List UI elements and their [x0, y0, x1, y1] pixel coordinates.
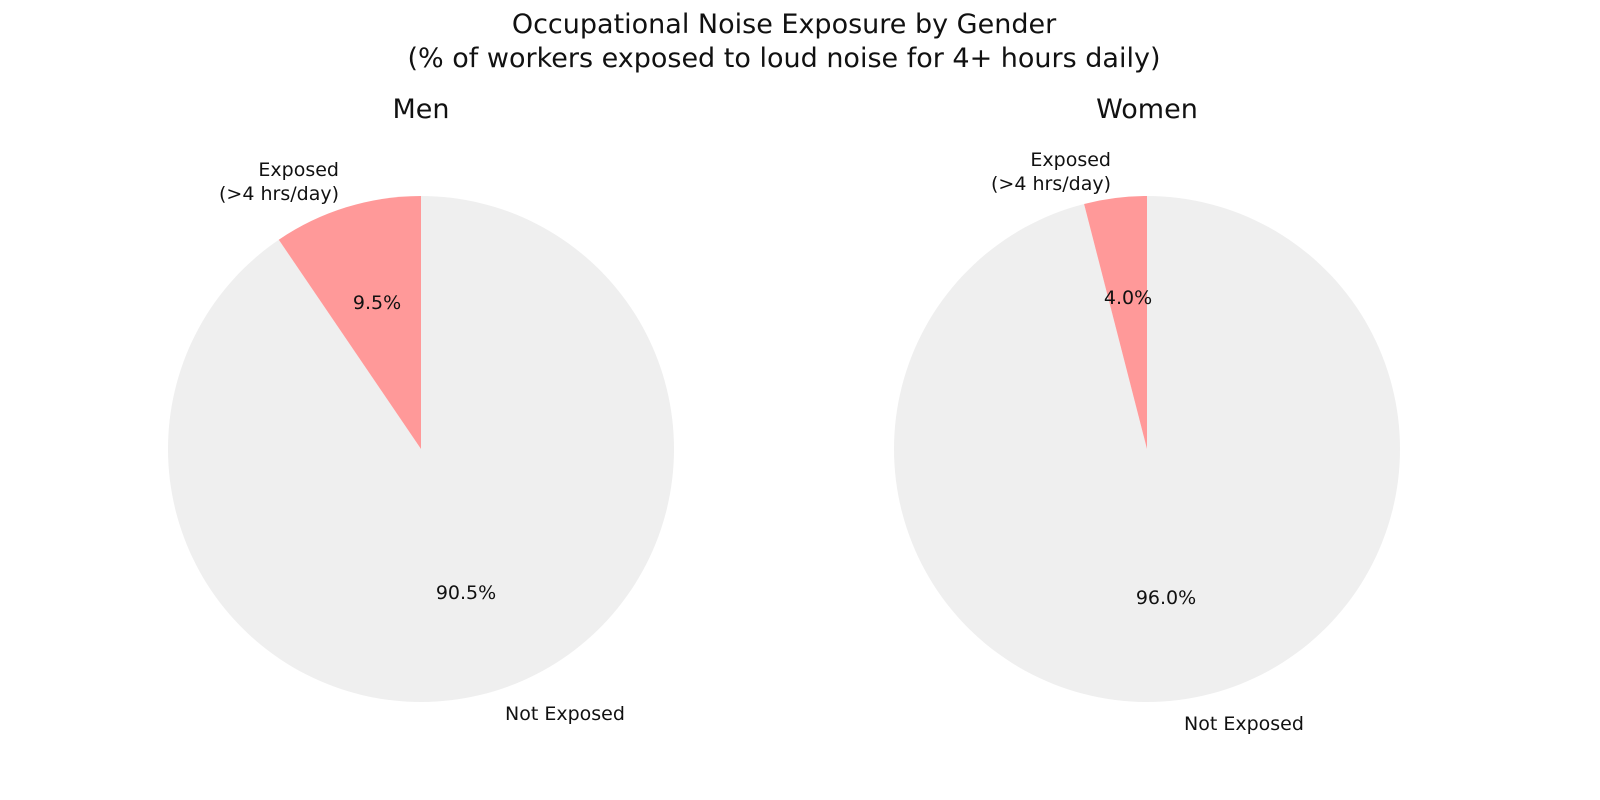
men-not-exposed-label: Not Exposed [505, 703, 625, 725]
men-exposed-slice [278, 196, 421, 449]
men-exposed-pct: 9.5% [353, 292, 401, 314]
women-exposed-slice [1084, 196, 1147, 449]
women-not-exposed-label: Not Exposed [1184, 713, 1304, 735]
women-pie: Exposed (>4 hrs/day) 4.0% 96.0% Not Expo… [894, 149, 1400, 735]
women-exposed-pct: 4.0% [1104, 287, 1152, 309]
men-exposed-label-line1: Exposed [258, 159, 339, 181]
men-pie: Exposed (>4 hrs/day) 9.5% 90.5% Not Expo… [168, 159, 674, 725]
women-pie-title: Women [1096, 94, 1198, 125]
men-not-exposed-pct: 90.5% [436, 582, 496, 604]
women-exposed-label-line2: (>4 hrs/day) [991, 173, 1111, 195]
men-exposed-label-line2: (>4 hrs/day) [219, 183, 339, 205]
women-exposed-label-line1: Exposed [1030, 149, 1111, 171]
chart-title: Occupational Noise Exposure by Gender [511, 9, 1057, 40]
chart-subtitle: (% of workers exposed to loud noise for … [407, 43, 1161, 74]
women-not-exposed-pct: 96.0% [1136, 587, 1196, 609]
men-pie-title: Men [392, 94, 450, 125]
